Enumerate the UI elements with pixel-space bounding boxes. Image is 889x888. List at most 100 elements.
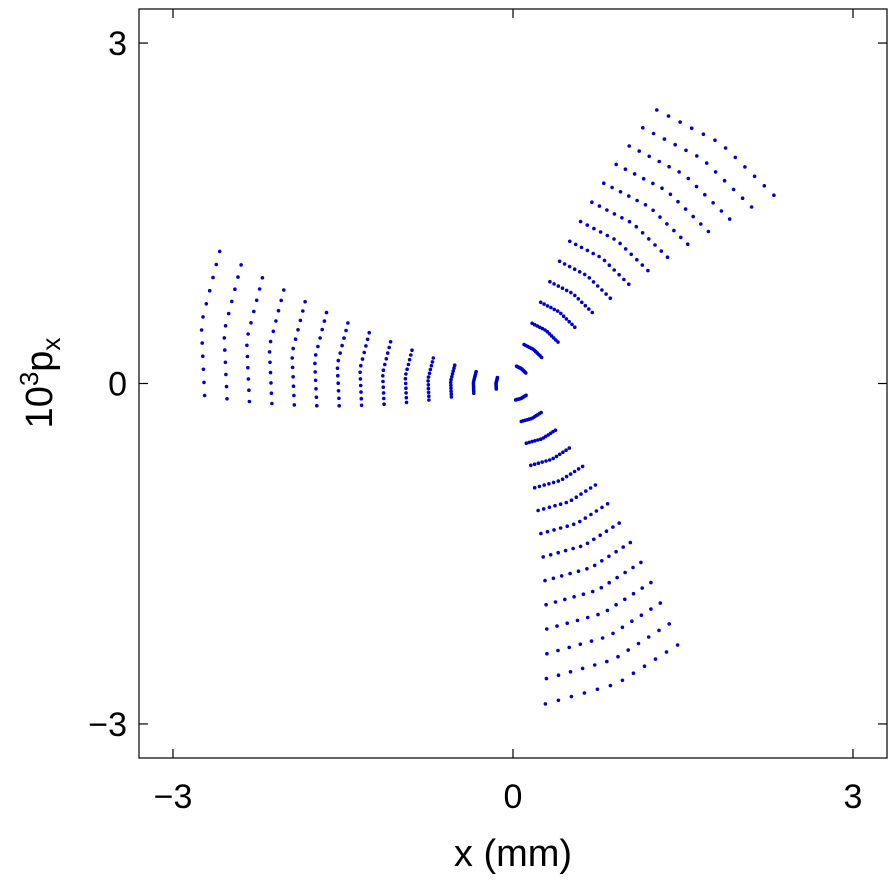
data-point <box>558 502 563 507</box>
data-point <box>291 375 295 379</box>
data-point <box>564 448 568 453</box>
data-point <box>403 381 408 386</box>
data-point <box>605 659 609 664</box>
data-point <box>641 176 646 181</box>
data-point <box>274 319 278 323</box>
data-point <box>583 303 588 308</box>
data-point <box>626 648 630 652</box>
data-point <box>605 502 610 506</box>
data-point <box>590 310 595 315</box>
data-point <box>268 360 272 365</box>
data-point <box>569 694 574 699</box>
data-point <box>233 287 237 292</box>
data-point <box>704 161 709 165</box>
data-point <box>313 361 317 366</box>
data-point <box>316 344 320 349</box>
data-point <box>614 549 618 554</box>
data-point <box>556 698 561 703</box>
data-point <box>731 187 736 192</box>
data-point <box>541 555 545 559</box>
data-point <box>585 541 590 546</box>
x-tick-label: 0 <box>504 778 523 816</box>
x-tick-label: 3 <box>844 778 863 816</box>
data-point <box>578 219 583 224</box>
data-point <box>384 357 389 361</box>
data-point <box>616 654 620 659</box>
data-point <box>561 450 565 455</box>
data-point <box>557 452 562 457</box>
data-point <box>631 671 636 675</box>
data-point <box>676 199 680 204</box>
data-point <box>573 242 578 247</box>
data-point <box>604 292 608 296</box>
data-point <box>605 233 610 238</box>
data-point <box>556 673 561 677</box>
data-point <box>589 512 593 517</box>
data-point <box>600 505 604 510</box>
data-point <box>612 212 617 216</box>
data-point <box>543 702 548 706</box>
y-axis-title: 103px <box>14 338 66 429</box>
data-point <box>450 375 454 379</box>
data-point <box>532 462 537 467</box>
data-point <box>279 298 284 303</box>
data-point <box>564 317 569 321</box>
data-point <box>556 648 560 653</box>
data-point <box>592 663 597 667</box>
data-point <box>427 371 432 376</box>
data-point <box>585 615 590 620</box>
data-point <box>382 402 386 407</box>
y-axis-title-symbol: p <box>19 351 61 372</box>
data-point <box>533 439 537 443</box>
data-point <box>627 282 631 287</box>
data-point <box>269 391 274 396</box>
data-point <box>649 580 653 585</box>
data-points <box>199 108 776 706</box>
data-point <box>608 296 613 301</box>
data-point <box>615 575 619 580</box>
data-point <box>596 612 600 617</box>
data-point <box>691 214 695 219</box>
data-point <box>560 477 565 482</box>
data-point <box>627 219 632 224</box>
data-point <box>429 363 434 368</box>
data-point <box>617 521 621 525</box>
data-point <box>532 485 537 490</box>
data-point <box>572 595 576 599</box>
data-point <box>428 367 433 372</box>
data-point <box>664 650 669 654</box>
data-point <box>552 528 556 532</box>
data-point <box>364 344 368 348</box>
data-point <box>358 370 362 375</box>
data-point <box>562 262 567 266</box>
data-point <box>547 505 552 510</box>
data-point <box>214 262 219 267</box>
data-point <box>631 565 635 570</box>
data-point <box>610 185 614 190</box>
data-point <box>612 237 616 241</box>
data-point <box>360 357 365 361</box>
data-point <box>381 374 385 378</box>
data-point <box>621 545 625 549</box>
x-tick-label: −3 <box>154 778 193 816</box>
data-point <box>618 241 622 246</box>
data-point <box>252 309 256 314</box>
data-point <box>665 222 669 226</box>
data-point <box>740 196 745 200</box>
data-point <box>631 591 636 596</box>
data-point <box>582 691 587 695</box>
data-point <box>574 495 579 500</box>
data-point <box>588 486 593 490</box>
y-tick-label: 0 <box>108 366 127 404</box>
data-point <box>595 687 600 692</box>
data-point <box>199 328 204 332</box>
y-tick-labels: −3 0 3 <box>88 25 127 744</box>
data-point <box>557 259 562 264</box>
data-point <box>679 235 683 240</box>
data-point <box>449 377 453 382</box>
data-point <box>649 607 653 611</box>
data-point <box>452 366 456 370</box>
data-point <box>245 343 249 348</box>
data-point <box>651 131 656 136</box>
data-point <box>303 299 307 304</box>
